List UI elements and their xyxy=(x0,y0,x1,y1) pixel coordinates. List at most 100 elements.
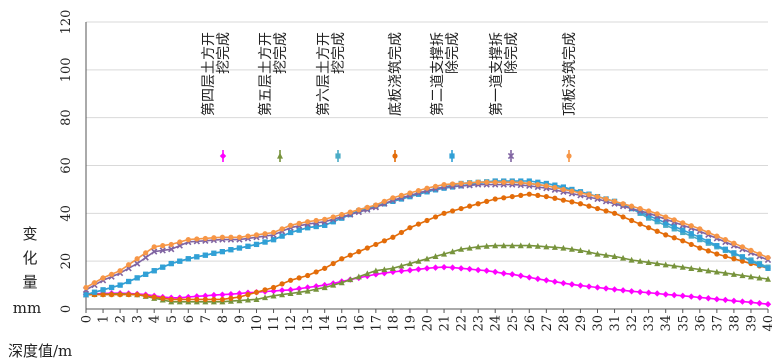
data-point xyxy=(253,289,260,295)
data-point xyxy=(492,179,498,185)
data-point xyxy=(278,287,286,294)
data-point xyxy=(441,250,448,257)
x-tick-label: 26 xyxy=(523,315,538,332)
data-point xyxy=(458,205,464,212)
data-point xyxy=(262,294,269,301)
data-point xyxy=(330,219,336,225)
data-point xyxy=(159,247,166,254)
data-point xyxy=(313,285,320,292)
data-point xyxy=(594,193,601,200)
data-point xyxy=(339,211,345,218)
data-point xyxy=(126,292,132,298)
data-point xyxy=(134,256,140,262)
data-point xyxy=(432,187,439,193)
data-point xyxy=(372,267,379,274)
data-point xyxy=(100,292,106,298)
data-point xyxy=(501,179,507,185)
x-tick-label: 36 xyxy=(693,315,708,332)
y-tick-label: 60 xyxy=(59,157,74,174)
data-point xyxy=(714,233,720,239)
data-point xyxy=(407,225,413,231)
data-point xyxy=(484,179,490,185)
data-point xyxy=(586,192,592,198)
data-point xyxy=(671,235,677,241)
data-point xyxy=(168,296,174,303)
data-point xyxy=(151,248,158,255)
data-point xyxy=(423,265,431,272)
data-point xyxy=(551,278,559,285)
x-tick-label: 33 xyxy=(642,315,657,332)
data-point xyxy=(392,153,398,159)
data-point xyxy=(603,208,609,214)
y-axis-unit: mm xyxy=(13,299,41,317)
data-point xyxy=(466,244,473,251)
data-point xyxy=(143,250,149,256)
data-point xyxy=(441,210,447,216)
data-point xyxy=(142,254,149,261)
x-tick-label: 23 xyxy=(472,315,487,332)
data-point xyxy=(739,298,746,305)
data-point xyxy=(747,273,754,280)
data-point xyxy=(313,223,319,230)
data-point xyxy=(569,199,575,205)
x-tick-label: 1 xyxy=(97,315,112,323)
data-point xyxy=(228,295,234,301)
data-point xyxy=(228,234,234,240)
data-point xyxy=(577,247,584,254)
data-point xyxy=(322,216,328,222)
data-point xyxy=(244,296,251,303)
data-point xyxy=(407,190,413,196)
data-point xyxy=(211,250,217,256)
legend-item-4: 底板浇筑完成 xyxy=(388,32,404,162)
data-point xyxy=(160,243,166,249)
data-point xyxy=(603,251,610,258)
legend-label: 第二道支撑拆 xyxy=(429,32,446,116)
data-point xyxy=(305,225,311,231)
data-point xyxy=(83,284,89,291)
data-point xyxy=(756,274,763,281)
data-point xyxy=(424,255,430,262)
x-tick-label: 9 xyxy=(233,315,248,323)
data-point xyxy=(731,250,737,256)
data-point xyxy=(305,219,311,225)
legend-label: 第六层土方开 xyxy=(315,32,332,116)
data-point xyxy=(467,180,473,186)
data-point xyxy=(611,253,618,259)
data-point xyxy=(654,211,660,217)
data-point xyxy=(415,188,422,194)
data-point xyxy=(500,270,507,277)
data-point xyxy=(577,282,584,289)
data-point xyxy=(381,238,387,244)
data-point xyxy=(390,198,396,204)
data-point xyxy=(143,293,149,299)
series-7 xyxy=(83,179,771,291)
data-point xyxy=(722,246,728,252)
data-point xyxy=(568,246,575,252)
y-tick-label: 100 xyxy=(59,57,74,82)
data-point xyxy=(398,192,405,198)
data-point xyxy=(185,256,191,262)
data-point xyxy=(534,275,542,283)
data-point xyxy=(117,268,123,274)
data-point xyxy=(228,247,234,253)
y-axis-label-char: 变 xyxy=(22,225,37,243)
data-point xyxy=(296,289,303,295)
x-tick-label: 4 xyxy=(148,315,163,323)
data-point xyxy=(202,252,208,258)
data-point xyxy=(577,190,584,196)
data-point xyxy=(663,232,669,238)
data-point xyxy=(356,249,362,255)
data-point xyxy=(210,291,218,299)
legend-item-3: 第六层土方开 挖完成 xyxy=(315,32,347,162)
x-tick-label: 27 xyxy=(540,315,555,332)
data-point xyxy=(424,189,430,195)
data-point xyxy=(390,195,396,201)
data-point xyxy=(747,299,755,306)
data-point xyxy=(526,180,532,187)
data-point xyxy=(518,192,524,198)
data-point xyxy=(466,265,473,273)
data-point xyxy=(227,290,235,298)
data-point xyxy=(194,236,200,242)
data-point xyxy=(262,239,268,245)
data-point xyxy=(560,186,567,193)
